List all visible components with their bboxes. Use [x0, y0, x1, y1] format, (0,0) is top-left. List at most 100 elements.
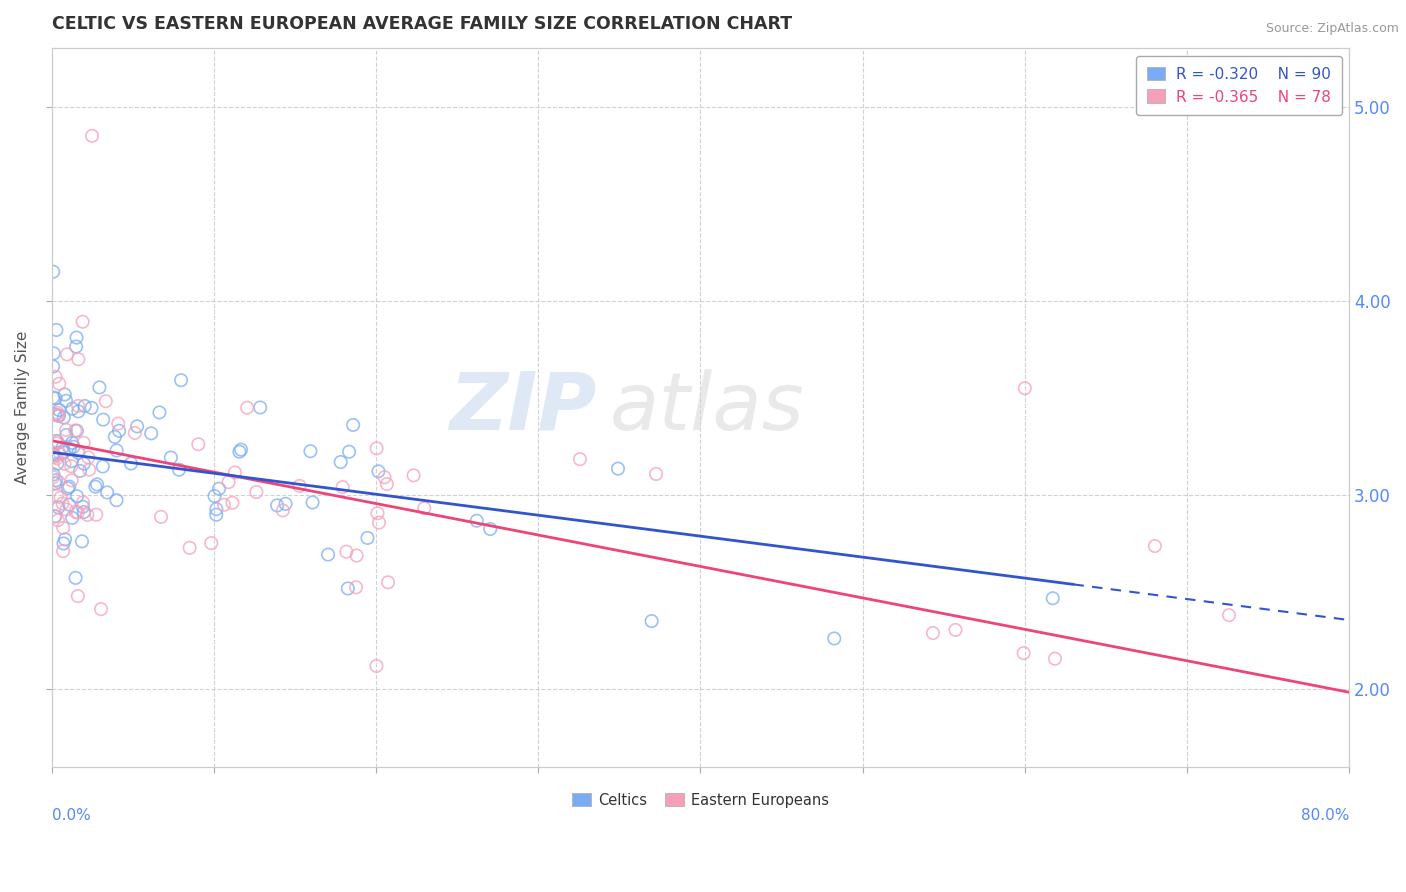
Point — [344, 580, 367, 594]
Point — [366, 659, 388, 673]
Point — [53, 387, 76, 401]
Point — [44, 476, 66, 491]
Point — [70, 534, 93, 549]
Point — [229, 442, 252, 457]
Point — [65, 505, 87, 519]
Point — [336, 582, 359, 596]
Point — [1043, 651, 1066, 665]
Point — [44, 509, 66, 524]
Point — [52, 410, 75, 425]
Point — [366, 442, 388, 456]
Point — [86, 477, 108, 491]
Point — [205, 502, 228, 516]
Point — [45, 451, 67, 466]
Point — [48, 409, 70, 423]
Point — [66, 589, 89, 603]
Point — [65, 330, 87, 344]
Point — [105, 493, 128, 508]
Point — [208, 482, 231, 496]
Point — [301, 495, 323, 509]
Point — [1143, 539, 1166, 553]
Point — [366, 506, 388, 520]
Point — [73, 505, 96, 519]
Point — [1218, 608, 1240, 623]
Point — [45, 434, 67, 448]
Point — [72, 435, 94, 450]
Point — [53, 533, 76, 547]
Text: CELTIC VS EASTERN EUROPEAN AVERAGE FAMILY SIZE CORRELATION CHART: CELTIC VS EASTERN EUROPEAN AVERAGE FAMIL… — [52, 15, 792, 33]
Point — [62, 440, 84, 454]
Point — [44, 392, 66, 406]
Point — [346, 549, 368, 563]
Y-axis label: Average Family Size: Average Family Size — [15, 331, 30, 484]
Point — [104, 430, 127, 444]
Point — [42, 346, 65, 360]
Point — [60, 473, 83, 487]
Point — [52, 521, 75, 535]
Point — [316, 548, 339, 562]
Text: atlas: atlas — [610, 368, 804, 447]
Point — [375, 477, 398, 491]
Text: 80.0%: 80.0% — [1301, 808, 1350, 823]
Point — [945, 623, 967, 637]
Point — [48, 376, 70, 391]
Point — [42, 470, 65, 484]
Point — [80, 401, 103, 415]
Point — [568, 452, 591, 467]
Point — [245, 485, 267, 500]
Point — [49, 491, 72, 505]
Point — [60, 454, 83, 468]
Point — [46, 457, 69, 471]
Point — [44, 408, 66, 422]
Legend: Celtics, Eastern Europeans: Celtics, Eastern Europeans — [567, 787, 835, 814]
Point — [60, 459, 83, 474]
Point — [46, 406, 69, 420]
Point — [160, 450, 183, 465]
Point — [84, 508, 107, 522]
Point — [42, 450, 65, 464]
Point — [120, 457, 142, 471]
Point — [402, 468, 425, 483]
Point — [204, 489, 226, 503]
Point — [141, 426, 163, 441]
Text: ZIP: ZIP — [449, 368, 596, 447]
Point — [413, 501, 436, 516]
Point — [356, 531, 378, 545]
Point — [342, 417, 364, 432]
Point — [89, 380, 111, 394]
Point — [48, 403, 70, 417]
Point — [77, 463, 100, 477]
Point — [108, 424, 131, 438]
Point — [90, 602, 112, 616]
Point — [52, 544, 75, 558]
Point — [124, 425, 146, 440]
Point — [65, 339, 87, 353]
Text: Source: ZipAtlas.com: Source: ZipAtlas.com — [1265, 22, 1399, 36]
Point — [46, 409, 69, 423]
Point — [65, 424, 87, 438]
Point — [52, 440, 75, 454]
Point — [42, 265, 65, 279]
Point — [127, 419, 149, 434]
Point — [77, 450, 100, 465]
Point — [56, 481, 79, 495]
Point — [42, 467, 65, 482]
Point — [200, 536, 222, 550]
Point — [212, 498, 235, 512]
Point — [67, 446, 90, 460]
Point — [42, 391, 65, 405]
Point — [228, 444, 250, 458]
Point — [67, 399, 90, 413]
Point — [1014, 381, 1036, 395]
Point — [91, 412, 114, 426]
Point — [179, 541, 201, 555]
Point — [45, 369, 67, 384]
Point — [236, 401, 259, 415]
Point — [337, 444, 360, 458]
Point — [332, 480, 354, 494]
Point — [607, 461, 630, 475]
Point — [224, 466, 246, 480]
Point — [205, 508, 228, 522]
Point — [67, 404, 90, 418]
Point — [42, 359, 65, 374]
